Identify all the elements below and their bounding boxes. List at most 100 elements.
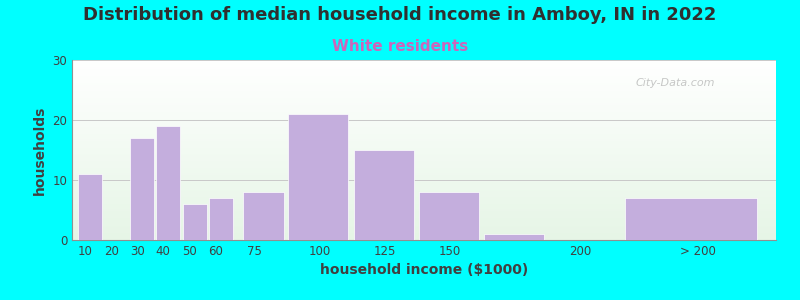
Bar [72,94,776,96]
Y-axis label: households: households [33,105,46,195]
Bar [72,112,776,114]
Bar [72,218,776,220]
Bar [72,82,776,83]
Bar [72,71,776,73]
Bar [72,121,776,123]
Bar [72,69,776,71]
Bar [72,116,776,118]
Bar [72,98,776,100]
Bar [72,215,776,217]
Bar [72,164,776,166]
Bar [72,83,776,85]
Bar [72,197,776,199]
Bar [72,143,776,145]
Bar [72,211,776,213]
Bar [72,150,776,152]
Bar [72,141,776,143]
Bar [72,60,776,62]
Bar [130,138,154,240]
Bar [72,186,776,188]
Bar [354,150,414,240]
Bar [72,172,776,173]
Bar [72,235,776,236]
Bar [78,174,102,240]
Bar [72,193,776,195]
Bar [209,198,233,240]
Bar [72,85,776,87]
Bar [72,208,776,209]
Bar [72,80,776,82]
Bar [72,179,776,181]
Bar [72,64,776,65]
Bar [72,226,776,227]
Bar [418,192,478,240]
Text: White residents: White residents [332,39,468,54]
Bar [72,168,776,170]
Bar [72,163,776,164]
Bar [72,105,776,107]
Bar [72,92,776,94]
Bar [72,132,776,134]
Bar [72,213,776,215]
Bar [72,161,776,163]
Bar [72,166,776,168]
Bar [72,182,776,184]
Bar [72,233,776,235]
Bar [72,78,776,80]
Bar [72,206,776,208]
Bar [484,234,544,240]
Bar [72,137,776,139]
Bar [72,238,776,240]
Bar [72,202,776,204]
Bar [72,181,776,182]
Bar [72,130,776,132]
Bar [72,67,776,69]
Bar [72,103,776,105]
Bar [72,119,776,121]
Bar [72,125,776,127]
Bar [72,109,776,110]
Text: Distribution of median household income in Amboy, IN in 2022: Distribution of median household income … [83,6,717,24]
Bar [72,177,776,179]
Bar [72,200,776,202]
Bar [72,209,776,211]
Bar [72,159,776,161]
Bar [72,188,776,190]
Bar [72,65,776,67]
Bar [72,157,776,159]
Bar [72,204,776,206]
Bar [72,101,776,103]
Bar [72,227,776,229]
Bar [72,107,776,109]
X-axis label: household income ($1000): household income ($1000) [320,263,528,278]
Bar [289,114,348,240]
Bar [182,204,206,240]
Text: City-Data.com: City-Data.com [635,78,714,88]
Bar [72,110,776,112]
Bar [72,224,776,226]
Bar [72,148,776,150]
Bar [72,199,776,200]
Bar [72,190,776,191]
Bar [72,222,776,224]
Bar [72,118,776,119]
Bar [72,139,776,141]
Bar [72,89,776,91]
Bar [72,173,776,175]
Bar [72,175,776,177]
Bar [72,74,776,76]
Bar [72,191,776,193]
Bar [72,231,776,233]
Bar [72,100,776,101]
Bar [72,76,776,78]
Bar [72,229,776,231]
Bar [72,155,776,157]
Bar [72,87,776,89]
Bar [72,220,776,222]
Bar [72,146,776,148]
Bar [72,73,776,74]
Bar [72,123,776,125]
Bar [72,114,776,116]
Bar [72,184,776,186]
Bar [72,154,776,155]
